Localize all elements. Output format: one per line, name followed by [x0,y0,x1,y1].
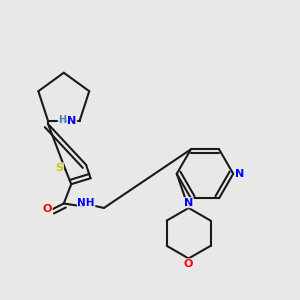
Text: N: N [184,198,193,208]
Text: O: O [43,204,52,214]
Text: O: O [184,259,193,269]
Text: N: N [235,169,244,179]
Text: NH: NH [77,199,95,208]
Text: H: H [58,115,66,124]
Text: N: N [68,116,77,126]
Text: S: S [55,163,63,173]
